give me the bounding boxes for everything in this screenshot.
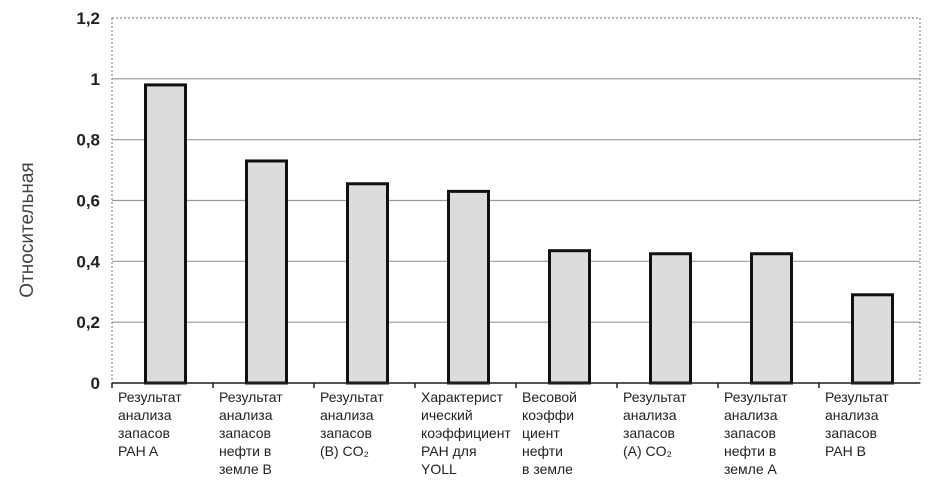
y-tick-label: 1,2 xyxy=(76,9,100,28)
category-label: Результат анализа запасов нефти в земле А xyxy=(724,389,788,477)
category-label: Результат анализа запасов нефти в земле В xyxy=(219,389,283,477)
gridlines xyxy=(112,78,920,323)
category-label: Результат анализа запасов (В) CO₂ xyxy=(320,389,384,459)
y-tick-label: 0,8 xyxy=(76,131,100,150)
y-tick-label: 0 xyxy=(91,374,100,393)
category-label: Результат анализа запасов (А) CO₂ xyxy=(623,389,687,459)
bar xyxy=(245,159,288,385)
y-axis-label: Относительная xyxy=(17,162,38,297)
y-tick-label: 0,6 xyxy=(76,192,100,211)
y-tick-labels: 0 0,2 0,4 0,6 0,8 1 1,2 xyxy=(76,9,100,393)
bar xyxy=(144,83,187,385)
y-tick-label: 1 xyxy=(91,70,100,89)
category-label: Результат анализа запасов PAH B xyxy=(825,389,889,459)
bar xyxy=(851,293,894,385)
bar xyxy=(447,189,490,385)
category-label: Весовой коэффи циент нефти в земле xyxy=(522,389,577,477)
y-tick-label: 0,4 xyxy=(76,252,100,271)
bar xyxy=(649,252,692,385)
y-tick-label: 0,2 xyxy=(76,313,100,332)
category-label: Характерист ический коэффициент PAH для YOLL xyxy=(421,389,511,477)
bars xyxy=(144,83,894,385)
bar xyxy=(346,182,389,385)
category-label: Результат анализа запасов PAH A xyxy=(118,389,182,459)
bar xyxy=(548,249,591,385)
bar xyxy=(750,252,793,385)
category-labels: Результат анализа запасов PAH A Результат ана… xyxy=(111,383,889,477)
